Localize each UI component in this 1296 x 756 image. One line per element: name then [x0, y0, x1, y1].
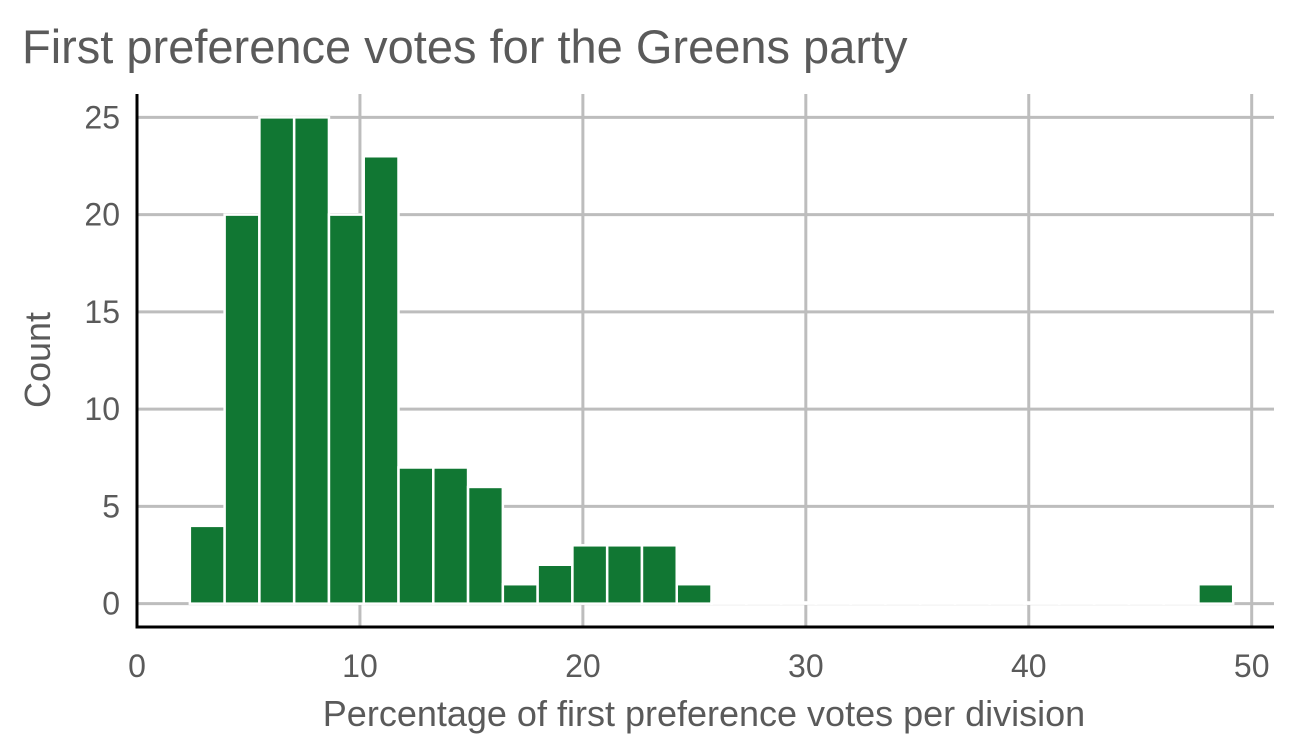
x-tick-label: 10 — [342, 648, 378, 684]
histogram-bar — [814, 601, 852, 605]
x-axis-title: Percentage of first preference votes per… — [323, 693, 1085, 734]
y-tick-label: 10 — [84, 391, 120, 427]
histogram-bar — [571, 544, 609, 605]
histogram-bar — [605, 544, 644, 605]
histogram-bar — [745, 601, 783, 605]
histogram-bar — [397, 466, 435, 605]
histogram-bar — [710, 601, 748, 605]
y-tick-label: 0 — [102, 586, 120, 622]
y-tick-label: 15 — [84, 294, 120, 330]
histogram-bar — [849, 601, 887, 605]
histogram-bar — [432, 466, 470, 605]
histogram-bar — [884, 601, 922, 605]
histogram-bar — [188, 524, 226, 605]
histogram-bar — [223, 213, 261, 605]
histogram-bar — [258, 116, 296, 605]
histogram-bar — [953, 601, 992, 605]
y-tick-label: 25 — [84, 99, 120, 135]
y-tick-labels: 0 5 10 15 20 25 — [84, 99, 120, 621]
chart-title: First preference votes for the Greens pa… — [22, 20, 908, 73]
y-tick-label: 5 — [102, 488, 120, 524]
histogram-bar — [988, 601, 1026, 605]
x-tick-label: 40 — [1011, 648, 1047, 684]
histogram-bar — [501, 582, 539, 605]
histogram-bar — [779, 601, 818, 605]
histogram-bar — [675, 582, 713, 605]
x-tick-label: 30 — [788, 648, 824, 684]
histogram-bar — [327, 213, 365, 605]
histogram-bar — [1127, 601, 1165, 605]
histogram-bar — [1197, 582, 1235, 605]
histogram-bar — [1058, 601, 1096, 605]
x-tick-label: 0 — [128, 648, 146, 684]
axes — [135, 94, 1274, 629]
histogram-bar — [918, 601, 957, 605]
x-tick-labels: 0 10 20 30 40 50 — [128, 648, 1269, 684]
x-tick-label: 20 — [565, 648, 601, 684]
y-tick-label: 20 — [84, 197, 120, 233]
histogram-bar — [362, 154, 400, 605]
histogram-bar — [1092, 601, 1131, 605]
histogram-bars — [188, 116, 1235, 605]
histogram-bar — [292, 116, 331, 605]
x-tick-label: 50 — [1234, 648, 1270, 684]
y-axis-title: Count — [17, 312, 58, 408]
histogram-bar — [1162, 601, 1200, 605]
histogram-bar — [536, 563, 574, 605]
histogram-bar — [1023, 601, 1061, 605]
histogram-bar — [466, 485, 505, 605]
histogram-bar — [640, 544, 678, 605]
